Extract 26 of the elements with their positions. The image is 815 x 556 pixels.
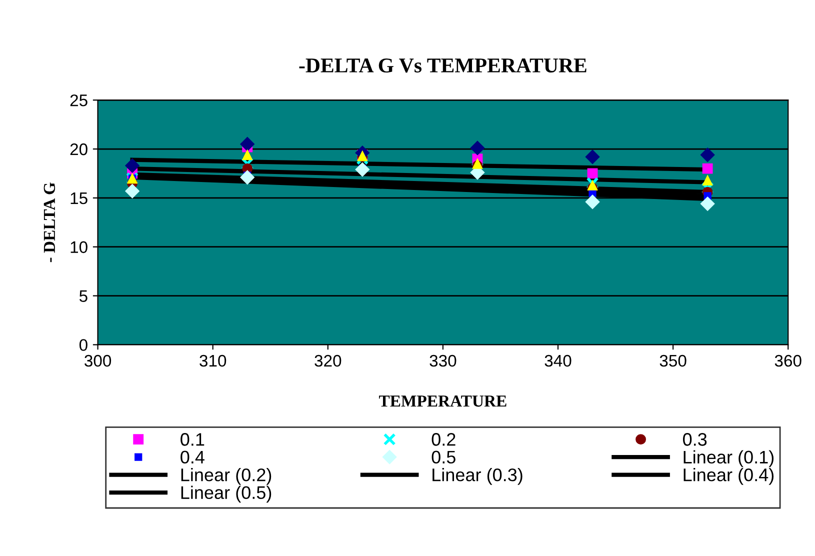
y-tick-label: 5 <box>79 290 88 302</box>
legend-label: Linear (0.4) <box>684 468 774 485</box>
legend-label: Linear (0.5) <box>181 486 272 503</box>
x-tick-label: 360 <box>774 354 802 367</box>
y-tick-label: 15 <box>70 192 88 204</box>
x-tick-label: 350 <box>660 354 686 367</box>
x-tick-label: 300 <box>84 354 112 367</box>
x-tick-label: 310 <box>200 354 226 367</box>
y-tick-label: 20 <box>70 143 88 156</box>
legend-label: 0.5 <box>432 450 456 464</box>
legend-label: Linear (0.3) <box>432 468 522 485</box>
chart-title: -DELTA G Vs TEMPERATURE <box>299 58 586 73</box>
y-tick-label: 0 <box>79 339 88 351</box>
y-tick-label: 25 <box>70 94 88 106</box>
y-axis-title: - DELTA G <box>44 182 56 262</box>
legend-label: Linear (0.2) <box>181 468 272 485</box>
x-axis-title: TEMPERATURE <box>379 396 506 407</box>
legend-label: 0.4 <box>180 450 204 464</box>
x-tick-label: 330 <box>430 354 456 367</box>
y-tick-label: 10 <box>70 241 88 254</box>
x-tick-label: 320 <box>314 354 342 367</box>
legend-label: 0.2 <box>432 433 456 446</box>
x-tick-label: 340 <box>544 354 572 367</box>
legend-label: Linear (0.1) <box>684 450 774 468</box>
legend-label: 0.3 <box>683 433 707 446</box>
legend-label: 0.1 <box>180 433 204 446</box>
